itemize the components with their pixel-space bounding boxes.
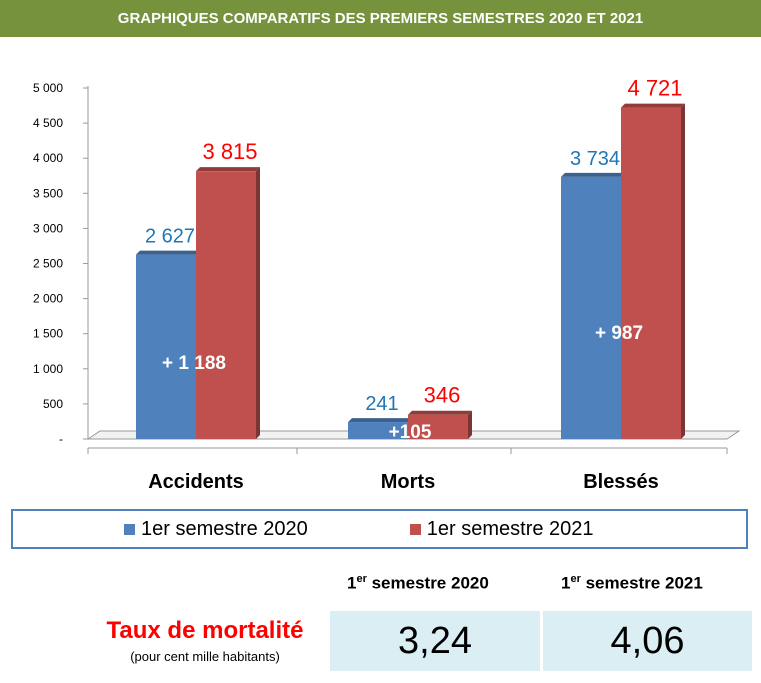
category-label-accidents: Accidents <box>148 471 244 493</box>
legend-swatch-2020 <box>124 523 135 535</box>
bar-2020-accidents <box>136 250 200 439</box>
mortality-subtitle: (pour cent mille habitants) <box>130 649 280 664</box>
data-label-2021-morts: 346 <box>424 383 461 408</box>
bar-2020-blesses <box>561 172 625 439</box>
category-label-blesses: Blessés <box>583 471 659 493</box>
chart-bars <box>136 103 685 439</box>
y-tick-label: 1 500 <box>33 327 63 341</box>
difference-label-accidents: + 1 188 <box>162 353 226 374</box>
mortality-value-2021: 4,06 <box>543 611 752 671</box>
y-tick-label: 4 500 <box>33 116 63 130</box>
table-header-2020: 1er semestre 2020 <box>347 573 489 593</box>
bar-2020-morts-face <box>348 422 408 439</box>
bar-2020-accidents-face <box>136 254 196 439</box>
mortality-value-2020: 3,24 <box>330 611 540 671</box>
bar-2021-accidents-face <box>196 171 256 439</box>
bar-2021-blesses <box>621 103 685 439</box>
y-tick-label: 3 000 <box>33 221 63 235</box>
category-label-morts: Morts <box>381 471 435 493</box>
difference-label-blesses: + 987 <box>595 323 643 344</box>
bar-2021-accidents-side <box>256 167 260 439</box>
y-tick-label: - <box>59 432 63 446</box>
bar-2020-blesses-face <box>561 176 621 439</box>
bar-2020-blesses-top <box>561 172 625 177</box>
y-tick-label: 1 000 <box>33 362 63 376</box>
bar-2021-morts <box>408 410 472 439</box>
y-tick-label: 5 000 <box>33 81 63 95</box>
data-label-2020-accidents: 2 627 <box>145 226 195 248</box>
legend-item-2020: 1er semestre 2020 <box>124 518 308 541</box>
bar-2021-morts-top <box>408 410 472 415</box>
data-label-2020-morts: 241 <box>365 393 398 415</box>
bar-2021-accidents-top <box>196 167 260 172</box>
chart-labels: 2 627 3 815 + 1 188 Accidents 241 346 +105 Mort… <box>145 76 683 493</box>
chart-legend: 1er semestre 2020 1er semestre 2021 <box>11 509 748 549</box>
bar-2021-blesses-face <box>621 107 681 439</box>
bar-chart: - 500 1 000 1 500 2 000 2 500 3 000 3 500 4 000 4… <box>33 76 741 493</box>
chart-title: GRAPHIQUES COMPARATIFS DES PREMIERS SEME… <box>0 0 761 37</box>
difference-label-morts: +105 <box>389 422 432 443</box>
bar-2020-accidents-top <box>136 250 200 255</box>
mortality-label-cell: Taux de mortalité (pour cent mille habit… <box>82 611 328 671</box>
bar-2021-morts-side <box>468 410 472 439</box>
data-label-2021-blesses: 4 721 <box>627 76 682 101</box>
bar-2021-morts-face <box>408 414 468 439</box>
y-tick-label: 500 <box>43 397 63 411</box>
y-tick-label: 2 000 <box>33 292 63 306</box>
y-tick-label: 2 500 <box>33 257 63 271</box>
mortality-title: Taux de mortalité <box>106 617 304 644</box>
data-label-2020-blesses: 3 734 <box>570 148 620 170</box>
table-header-2021: 1er semestre 2021 <box>561 573 703 593</box>
legend-item-2021: 1er semestre 2021 <box>409 517 594 541</box>
bar-2021-blesses-side <box>681 103 685 439</box>
bar-2021-blesses-top <box>621 103 685 108</box>
legend-swatch-2021 <box>409 523 421 535</box>
legend-label-2021: 1er semestre 2021 <box>426 517 594 540</box>
data-label-2021-accidents: 3 815 <box>202 139 257 164</box>
y-tick-label: 4 000 <box>33 151 63 165</box>
legend-label-2020: 1er semestre 2020 <box>141 517 308 540</box>
bar-2021-accidents <box>196 167 260 439</box>
bar-2020-morts-top <box>348 418 412 423</box>
y-tick-label: 3 500 <box>33 186 63 200</box>
